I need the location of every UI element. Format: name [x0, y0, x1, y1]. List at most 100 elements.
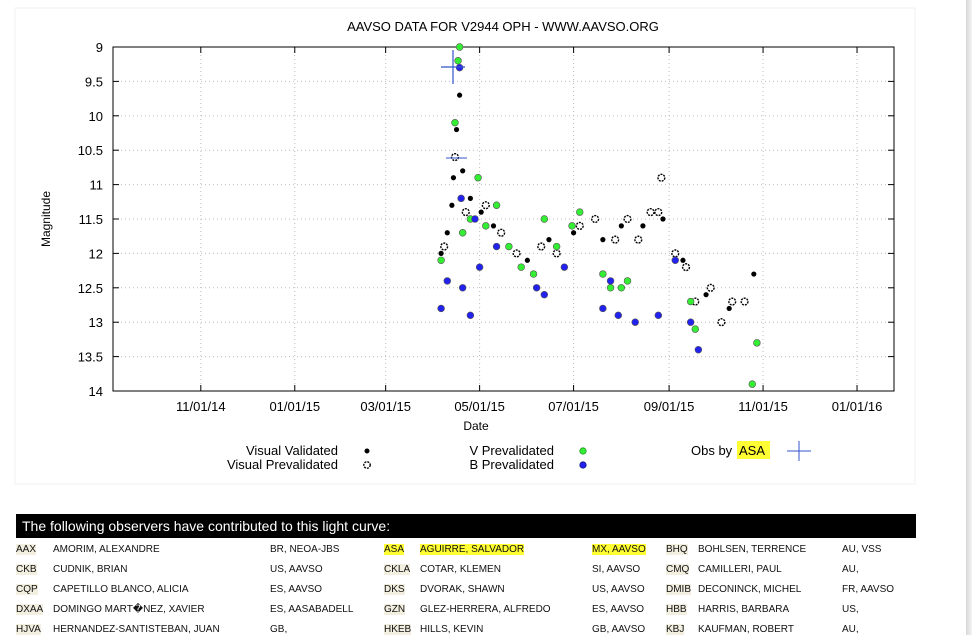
observer-code: CQP — [16, 584, 38, 595]
point-series-0 — [456, 92, 463, 98]
point-series-2 — [576, 208, 584, 216]
point-series-3 — [631, 318, 639, 326]
x-tick-label: 03/01/15 — [360, 399, 411, 414]
observer-name: DOMINGO MART�NEZ, XAVIER — [53, 604, 205, 615]
observer-name: HERNANDEZ-SANTISTEBAN, JUAN — [53, 624, 220, 635]
legend-marker-visual-prevalidated — [363, 461, 371, 469]
point-series-0 — [490, 223, 497, 229]
observer-affiliation: ES, AAVSO — [270, 584, 323, 595]
point-series-1 — [654, 208, 663, 217]
point-series-3 — [455, 63, 464, 72]
observer-affiliation: MX, AAVSO — [592, 544, 646, 555]
x-tick-label: 11/01/15 — [738, 399, 788, 414]
observer-code: HJVA — [16, 624, 41, 635]
point-series-0 — [478, 209, 484, 215]
observer-name: BOHLSEN, TERRENCE — [698, 544, 807, 555]
point-series-1 — [671, 249, 680, 258]
observer-affiliation: US, AAVSO — [592, 584, 645, 595]
point-series-3 — [654, 311, 663, 320]
legend-b-prevalidated: B Prevalidated — [469, 457, 554, 472]
observer-code: CKB — [16, 564, 37, 575]
y-tick-label: 11.5 — [79, 212, 103, 227]
observer-name: GLEZ-HERRERA, ALFREDO — [420, 604, 551, 615]
point-series-0 — [640, 223, 646, 229]
observer-name: COTAR, KLEMEN — [420, 564, 501, 575]
point-series-1 — [575, 221, 584, 230]
observer-code: ASA — [384, 544, 405, 555]
point-series-3 — [560, 263, 569, 271]
observers-table: AAX AMORIM, ALEXANDRE BR, NEOA-JBS ASA A… — [16, 540, 916, 640]
point-series-1 — [552, 249, 561, 258]
observer-row: DXAA DOMINGO MART�NEZ, XAVIER ES, AASABA… — [16, 600, 916, 620]
point-series-2 — [568, 222, 576, 230]
observer-affiliation: US, AAVSO — [270, 564, 323, 575]
observers-banner: The following observers have contributed… — [16, 514, 916, 538]
point-series-1 — [497, 228, 506, 237]
y-tick-label: 9 — [96, 40, 103, 55]
point-series-3 — [443, 277, 451, 285]
observer-affiliation: BR, NEOA-JBS — [270, 544, 340, 555]
observer-code: BHQ — [666, 544, 688, 555]
y-tick-label: 10 — [89, 109, 103, 124]
point-series-2 — [753, 339, 761, 347]
legend-visual-validated: Visual Validated — [246, 443, 338, 458]
observer-affiliation: GB, AAVSO — [592, 624, 646, 635]
observer-row: CQP CAPETILLO BLANCO, ALICIA ES, AAVSO D… — [16, 580, 916, 600]
point-series-3 — [614, 311, 622, 320]
y-tick-label: 9.5 — [85, 74, 103, 89]
observer-code: CMQ — [666, 564, 690, 575]
light-curve-chart: AAVSO DATA FOR V2944 OPH - WWW.AAVSO.ORG… — [14, 7, 916, 485]
observer-row: HJVA HERNANDEZ-SANTISTEBAN, JUAN GB, HKE… — [16, 620, 916, 640]
x-tick-label: 07/01/15 — [548, 399, 599, 414]
point-series-1 — [440, 242, 449, 251]
observer-name: CAPETILLO BLANCO, ALICIA — [53, 584, 189, 595]
observer-name: HILLS, KEVIN — [420, 624, 484, 635]
legend-obs-highlight — [737, 441, 770, 459]
point-series-2 — [606, 284, 615, 292]
point-series-3 — [686, 318, 695, 326]
point-series-2 — [691, 325, 699, 333]
point-series-1 — [717, 318, 726, 327]
legend-marker-v-prevalidated — [579, 447, 587, 455]
legend-visual-prevalidated: Visual Prevalidated — [227, 457, 338, 472]
point-series-1 — [657, 173, 666, 182]
x-tick-label: 09/01/15 — [644, 399, 695, 414]
point-series-0 — [467, 195, 473, 201]
y-tick-label: 11 — [90, 178, 104, 193]
point-series-2 — [474, 174, 482, 182]
observer-affiliation: GB, — [270, 624, 288, 635]
point-series-2 — [505, 242, 513, 251]
observer-affiliation: AU, VSS — [842, 544, 882, 555]
point-series-2 — [599, 270, 607, 278]
observer-code: DXAA — [16, 604, 44, 615]
observer-code: AAX — [16, 544, 37, 555]
point-series-0 — [751, 271, 757, 277]
point-series-0 — [450, 175, 457, 181]
point-series-2 — [458, 229, 467, 237]
point-series-2 — [686, 297, 695, 306]
observer-name: CUDNIK, BRIAN — [53, 564, 128, 575]
observer-affiliation: ES, AASABADELL — [270, 604, 354, 615]
observer-affiliation: SI, AAVSO — [592, 564, 641, 575]
point-series-0 — [726, 305, 732, 312]
point-series-0 — [453, 126, 460, 133]
legend-obs-code: ASA — [739, 443, 765, 458]
point-series-1 — [740, 297, 749, 306]
y-tick-label: 13.5 — [78, 350, 103, 365]
point-series-2 — [482, 222, 490, 230]
point-series-1 — [450, 152, 460, 162]
point-series-3 — [599, 304, 607, 313]
y-tick-label: 14 — [89, 384, 103, 399]
chart-title: AAVSO DATA FOR V2944 OPH - WWW.AAVSO.ORG — [347, 19, 659, 34]
point-series-3 — [471, 215, 479, 223]
observer-name: DECONINCK, MICHEL — [698, 584, 802, 595]
y-axis-label: Magnitude — [39, 191, 53, 247]
point-series-0 — [438, 250, 444, 256]
legend-marker-b-prevalidated — [579, 461, 587, 469]
y-tick-label: 13 — [89, 315, 103, 330]
legend: Visual Validated Visual Prevalidated V P… — [227, 441, 811, 472]
observer-name: AGUIRRE, SALVADOR — [420, 544, 525, 555]
legend-v-prevalidated: V Prevalidated — [469, 443, 554, 458]
point-series-2 — [540, 215, 549, 223]
point-series-1 — [623, 214, 632, 224]
